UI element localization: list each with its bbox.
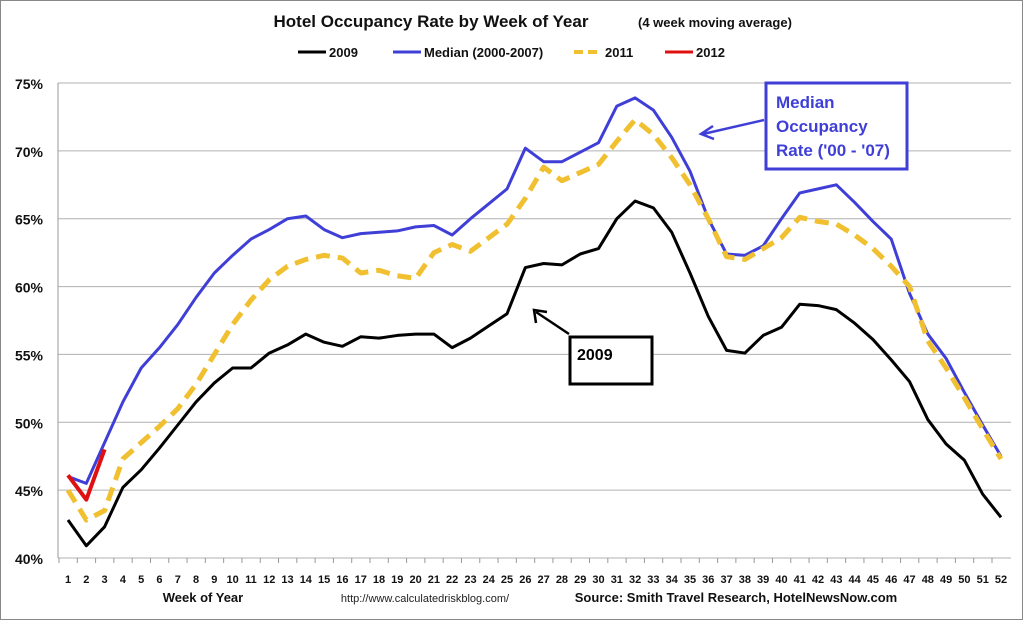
x-tick-label: 4 (120, 574, 127, 586)
legend: 2009 Median (2000-2007) 2011 2012 (298, 45, 725, 60)
x-tick-label: 10 (227, 574, 239, 586)
legend-label: 2009 (329, 45, 358, 60)
median-callout-text: Rate ('00 - '07) (776, 141, 890, 160)
x-tick-label: 41 (794, 574, 806, 586)
x-tick-label: 25 (501, 574, 513, 586)
x-tick-label: 38 (739, 574, 751, 586)
x-tick-label: 9 (211, 574, 217, 586)
y-tick-label: 65% (15, 212, 44, 228)
y-tick-label: 70% (15, 144, 44, 160)
x-tick-label: 5 (138, 574, 144, 586)
x-tick-label: 22 (446, 574, 458, 586)
y-tick-label: 60% (15, 280, 44, 296)
x-tick-label: 7 (175, 574, 181, 586)
annotations: Median Occupancy Rate ('00 - '07) 2009 (532, 81, 909, 386)
x-tick-label: 46 (885, 574, 897, 586)
median-callout-text: Median (776, 93, 835, 112)
x-tick-label: 39 (757, 574, 769, 586)
callout-2009-arrow-head (532, 308, 548, 324)
x-tick-label: 34 (666, 574, 679, 586)
x-tick-label: 44 (849, 574, 862, 586)
x-tick-label: 27 (538, 574, 550, 586)
chart-subtitle: (4 week moving average) (638, 15, 792, 30)
x-tick-label: 18 (373, 574, 385, 586)
x-tick-label: 13 (281, 574, 293, 586)
series-line-median-2000-2007- (67, 96, 1003, 485)
grid (57, 82, 1011, 563)
x-tick-label: 14 (300, 574, 313, 586)
callout-2009-box (568, 335, 654, 386)
x-tick-label: 16 (336, 574, 348, 586)
x-tick-label: 6 (156, 574, 162, 586)
y-tick-label: 55% (15, 347, 44, 363)
median-arrow-head (698, 124, 715, 141)
x-tick-label: 11 (245, 574, 257, 586)
x-tick-label: 21 (428, 574, 440, 586)
x-tick-label: 29 (574, 574, 586, 586)
x-tick-label: 23 (464, 574, 476, 586)
x-axis-label: Week of Year (163, 590, 243, 605)
x-tick-label: 19 (391, 574, 403, 586)
series-line-2012 (66, 448, 107, 502)
source-note: Source: Smith Travel Research, HotelNews… (575, 590, 897, 605)
x-tick-label: 42 (812, 574, 824, 586)
x-tick-label: 47 (903, 574, 915, 586)
legend-label: 2011 (605, 45, 633, 60)
x-tick-label: 2 (83, 574, 89, 586)
x-tick-label: 17 (355, 574, 367, 586)
x-tick-label: 26 (519, 574, 531, 586)
x-tick-label: 24 (483, 574, 496, 586)
x-tick-label: 31 (611, 574, 623, 586)
x-tick-label: 20 (409, 574, 421, 586)
callout-2009-arrow (535, 310, 570, 336)
x-tick-label: 32 (629, 574, 641, 586)
x-tick-label: 12 (263, 574, 275, 586)
y-tick-label: 40% (15, 551, 44, 567)
x-tick-label: 15 (318, 574, 330, 586)
url-note: http://www.calculatedriskblog.com/ (341, 593, 510, 605)
x-tick-label: 48 (922, 574, 934, 586)
x-tick-label: 40 (775, 574, 787, 586)
x-tick-label: 51 (977, 574, 989, 586)
callout-2009-text: 2009 (577, 347, 613, 364)
median-callout-arrow (702, 118, 765, 136)
x-tick-label: 50 (958, 574, 970, 586)
x-tick-label: 30 (592, 574, 604, 586)
median-callout-text: Occupancy (776, 117, 868, 136)
series-line-2011 (65, 117, 1004, 523)
legend-label: Median (2000-2007) (424, 45, 543, 60)
x-tick-label: 35 (684, 574, 696, 586)
x-tick-label: 33 (647, 574, 659, 586)
y-tick-label: 50% (15, 415, 44, 431)
x-tick-label: 8 (193, 574, 199, 586)
legend-label: 2012 (696, 45, 725, 60)
x-tick-label: 1 (65, 574, 71, 586)
y-tick-label: 75% (15, 76, 44, 92)
x-tick-label: 3 (102, 574, 108, 586)
x-tick-label: 36 (702, 574, 714, 586)
axis-ticks: 40%45%50%55%60%65%70%75%1 2 3 4 5 6 7 8 9 10 11 12 1… (15, 76, 1007, 586)
series-lines (65, 96, 1004, 548)
x-tick-label: 37 (720, 574, 732, 586)
x-tick-label: 52 (995, 574, 1007, 586)
x-tick-label: 28 (556, 574, 568, 586)
chart-title: Hotel Occupancy Rate by Week of Year (274, 12, 589, 31)
x-tick-label: 49 (940, 574, 952, 586)
series-line-2009 (66, 199, 1003, 548)
x-tick-label: 45 (867, 574, 879, 586)
median-callout-box (764, 81, 909, 171)
x-tick-label: 43 (830, 574, 842, 586)
y-tick-label: 45% (15, 483, 44, 499)
